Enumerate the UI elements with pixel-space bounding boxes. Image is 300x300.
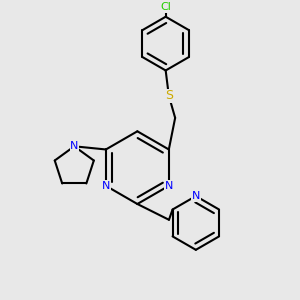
Text: S: S bbox=[165, 89, 173, 102]
Text: N: N bbox=[165, 181, 173, 191]
Text: Cl: Cl bbox=[160, 2, 171, 12]
Text: N: N bbox=[102, 181, 110, 191]
Text: N: N bbox=[192, 191, 200, 201]
Text: N: N bbox=[70, 141, 79, 151]
